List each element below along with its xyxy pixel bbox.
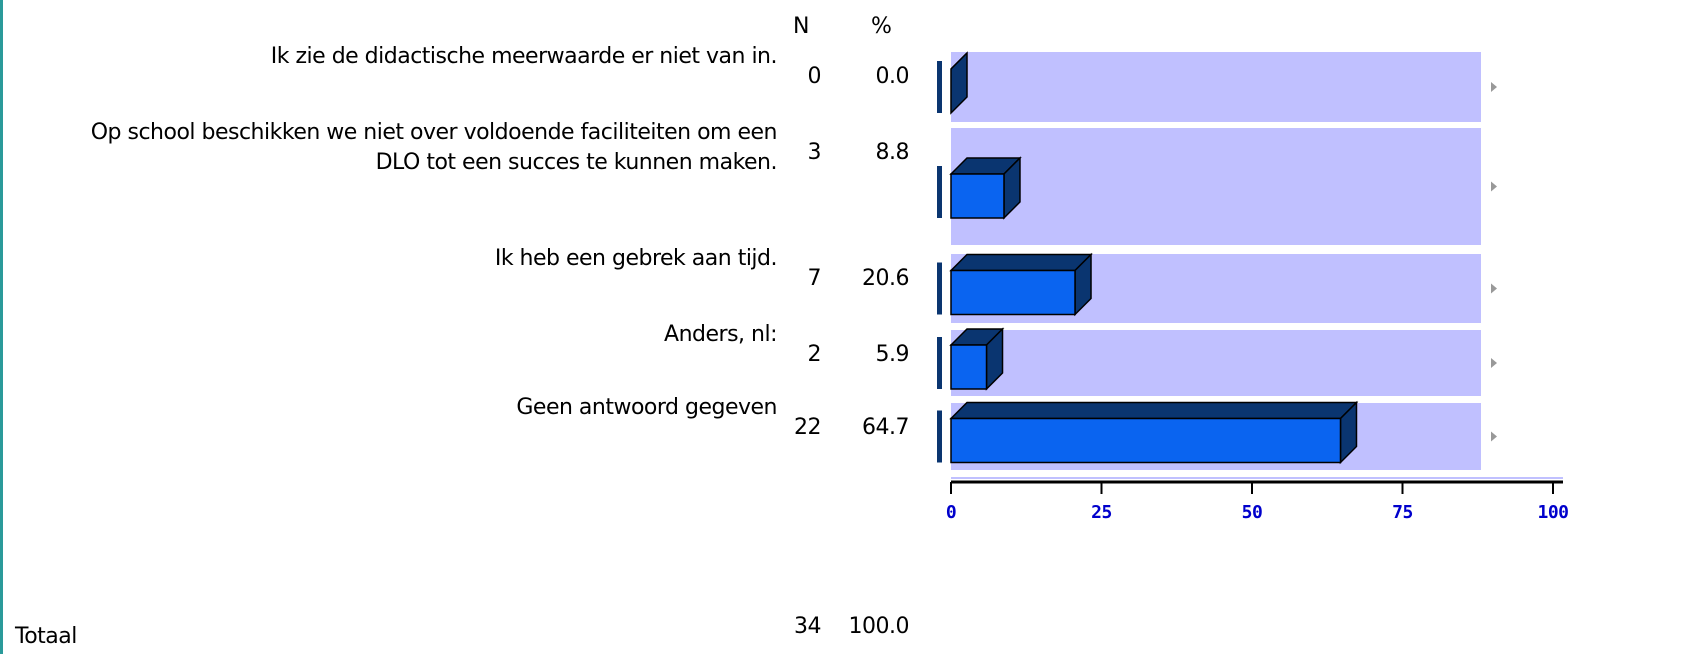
row-arrow xyxy=(1491,82,1497,92)
row-background xyxy=(951,128,1481,245)
bar-top xyxy=(949,253,1093,272)
row-background xyxy=(951,52,1481,122)
n-value: 2 xyxy=(807,342,822,367)
bar-wall xyxy=(937,61,942,113)
bar-side xyxy=(950,51,968,115)
n-value: 3 xyxy=(807,140,822,165)
chart xyxy=(937,51,1563,494)
bar-wall xyxy=(937,262,942,315)
total-percent: 100.0 xyxy=(848,614,910,639)
n-value: 0 xyxy=(807,64,822,89)
x-tick-label: 75 xyxy=(1392,502,1413,523)
row-arrow xyxy=(1491,283,1497,294)
bar-wall xyxy=(937,337,942,389)
category-label: Ik heb een gebrek aan tijd. xyxy=(494,246,778,271)
percent-value: 5.9 xyxy=(875,342,910,367)
bar xyxy=(950,173,1005,219)
bar-wall xyxy=(937,166,942,218)
total-label: Totaal xyxy=(15,624,77,649)
row-arrow xyxy=(1491,431,1497,442)
bar-wall xyxy=(937,410,942,463)
x-tick-label: 100 xyxy=(1537,502,1569,523)
percent-value: 64.7 xyxy=(862,415,909,440)
n-value: 22 xyxy=(794,415,822,440)
row-arrow xyxy=(1491,358,1497,368)
percent-value: 20.6 xyxy=(862,266,909,291)
x-tick-label: 25 xyxy=(1091,502,1112,523)
row-arrow xyxy=(1491,181,1497,192)
n-header: N xyxy=(793,14,809,39)
percent-value: 0.0 xyxy=(875,64,910,89)
n-value: 7 xyxy=(807,266,822,291)
x-tick-label: 0 xyxy=(945,502,957,523)
bar-top xyxy=(949,401,1359,420)
bar xyxy=(950,417,1342,464)
bar xyxy=(950,269,1076,316)
bar xyxy=(950,344,988,390)
row-background xyxy=(951,330,1481,396)
total-n: 34 xyxy=(794,614,822,639)
category-label: Geen antwoord gegeven xyxy=(516,395,777,420)
category-label: Anders, nl: xyxy=(664,322,777,347)
category-label: Ik zie de didactische meerwaarde er niet… xyxy=(270,44,778,69)
category-label: Op school beschikken we niet over voldoe… xyxy=(90,120,778,175)
percent-header: % xyxy=(871,14,892,39)
x-tick-label: 50 xyxy=(1241,502,1263,523)
percent-value: 8.8 xyxy=(875,140,910,165)
